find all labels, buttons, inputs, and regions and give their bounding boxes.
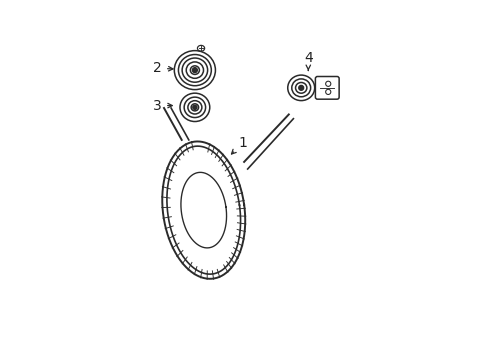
Circle shape: [192, 105, 197, 109]
Circle shape: [298, 85, 303, 90]
Text: 3: 3: [153, 99, 172, 113]
Text: 1: 1: [231, 136, 246, 154]
Circle shape: [192, 68, 197, 73]
Text: 2: 2: [153, 61, 173, 75]
Text: 4: 4: [304, 51, 312, 70]
